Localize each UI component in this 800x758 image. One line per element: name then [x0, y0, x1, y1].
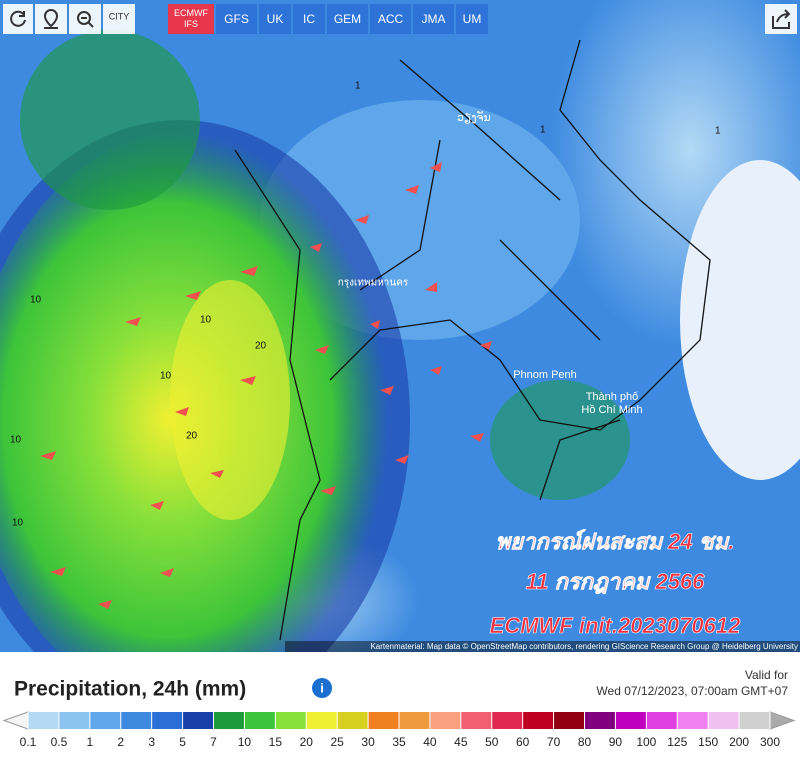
contour-label: 10 — [12, 518, 24, 529]
overlay-date: 11 กรกฎาคม 2566 — [526, 569, 706, 594]
colorbar-label: 15 — [269, 735, 283, 749]
colorbar-swatch — [522, 712, 554, 729]
toolbar: CITY ECMWF IFS GFS UK IC GEM ACC JMA UM — [3, 4, 797, 34]
model-tab-label: ECMWF IFS — [174, 8, 208, 29]
colorbar-label: 3 — [148, 735, 155, 749]
colorbar-label: 45 — [454, 735, 468, 749]
model-tab-label: JMA — [422, 12, 446, 26]
colorbar-label: 50 — [485, 735, 499, 749]
model-tab[interactable] — [370, 4, 411, 34]
colorbar-label: 2 — [117, 735, 124, 749]
colorbar-label: 0.5 — [51, 735, 68, 749]
contour-label: 10 — [30, 295, 42, 306]
model-tab-label: GFS — [224, 12, 249, 26]
contour-label: 20 — [255, 341, 267, 352]
colorbar-label: 0.1 — [20, 735, 37, 749]
contour-label: 1 — [540, 125, 546, 136]
model-tab-label: ACC — [378, 12, 404, 26]
colorbar-swatch — [677, 712, 709, 729]
colorbar-label: 300 — [760, 735, 780, 749]
model-tab-label: IC — [303, 12, 315, 26]
place-label: Thành phố — [586, 391, 639, 403]
model-tab[interactable] — [327, 4, 368, 34]
attribution: Kartenmaterial: Map data © OpenStreetMap… — [370, 642, 798, 651]
colorbar-swatch — [460, 712, 492, 729]
colorbar-label: 7 — [210, 735, 217, 749]
colorbar-swatch — [28, 712, 59, 729]
colorbar-label: 90 — [609, 735, 623, 749]
colorbar-label: 150 — [698, 735, 718, 749]
colorbar-swatch — [213, 712, 245, 729]
place-label: กรุงเทพมหานคร — [338, 278, 409, 289]
colorbar-label: 10 — [238, 735, 252, 749]
colorbar-swatch — [739, 712, 770, 729]
place-label: Phnom Penh — [513, 369, 577, 381]
colorbar-label: 30 — [361, 735, 375, 749]
colorbar-label: 40 — [423, 735, 437, 749]
city-button[interactable] — [103, 4, 135, 34]
model-tab[interactable] — [216, 4, 257, 34]
colorbar-swatch — [182, 712, 214, 729]
place-label: Hồ Chí Minh — [581, 404, 642, 416]
colorbar-label: 70 — [547, 735, 561, 749]
contour-label: 1 — [355, 81, 361, 92]
colorbar-swatch — [553, 712, 585, 729]
contour-label: 10 — [10, 435, 22, 446]
colorbar-swatch — [151, 712, 183, 729]
contour-label: 20 — [186, 431, 198, 442]
wind-arrows — [40, 162, 492, 609]
colorbar-label: 5 — [179, 735, 186, 749]
info-button[interactable] — [312, 678, 332, 698]
model-tab[interactable] — [293, 4, 325, 34]
colorbar-swatch — [708, 712, 740, 729]
colorbar-swatch — [368, 712, 399, 729]
colorbar-label: 1 — [86, 735, 93, 749]
model-tab-label: UM — [463, 12, 482, 26]
contour-label: 10 — [200, 315, 212, 326]
colorbar-label: 200 — [729, 735, 749, 749]
colorbar-swatch — [615, 712, 647, 729]
colorbar-label: 80 — [578, 735, 592, 749]
valid-time: Wed 07/12/2023, 07:00am GMT+07 — [596, 684, 788, 698]
svg-text:i: i — [320, 680, 324, 695]
colorbar-swatch — [275, 712, 307, 729]
overlay-title: พยากรณ์ฝนสะสม 24 ชม. — [496, 529, 735, 554]
share-button[interactable] — [765, 4, 797, 34]
colorbar-swatch — [646, 712, 678, 729]
colorbar-label: 25 — [330, 735, 344, 749]
colorbar-swatch — [429, 712, 461, 729]
colorbar-swatch — [58, 712, 90, 729]
colorbar-swatch — [89, 712, 121, 729]
city-label: CITY — [109, 11, 130, 21]
colorbar-label: 100 — [636, 735, 656, 749]
colorbar-swatch — [399, 712, 430, 729]
place-label: ວຽງຈັນ — [457, 110, 491, 124]
colorbar-swatch — [491, 712, 523, 729]
model-tab-label: UK — [267, 12, 284, 26]
model-tab[interactable] — [259, 4, 291, 34]
contour-label: 1 — [715, 126, 721, 137]
overlay-init: ECMWF init.2023070612 — [490, 613, 741, 638]
colorbar-label: 35 — [392, 735, 406, 749]
model-tab[interactable] — [168, 4, 214, 34]
colorbar-label: 20 — [300, 735, 314, 749]
valid-label: Valid for — [745, 668, 788, 682]
colorbar-swatch — [584, 712, 616, 729]
model-tab-label: GEM — [334, 12, 361, 26]
colorbar-swatch — [306, 712, 338, 729]
model-tab[interactable] — [413, 4, 454, 34]
reload-button[interactable] — [3, 4, 33, 34]
colorbar-label: 60 — [516, 735, 530, 749]
map: ວຽງຈັນ กรุงเทพมหานคร Phnom Penh Thành ph… — [0, 0, 800, 720]
colorbar-label: 125 — [667, 735, 687, 749]
location-button[interactable] — [35, 4, 67, 34]
colorbar-swatch — [244, 712, 276, 729]
legend-panel: Precipitation, 24h (mm) i Valid for Wed … — [0, 652, 800, 753]
colorbar-swatch — [337, 712, 369, 729]
contour-label: 10 — [160, 371, 172, 382]
legend-title: Precipitation, 24h (mm) — [14, 678, 246, 701]
colorbar-swatch — [120, 712, 152, 729]
model-tab[interactable] — [456, 4, 488, 34]
